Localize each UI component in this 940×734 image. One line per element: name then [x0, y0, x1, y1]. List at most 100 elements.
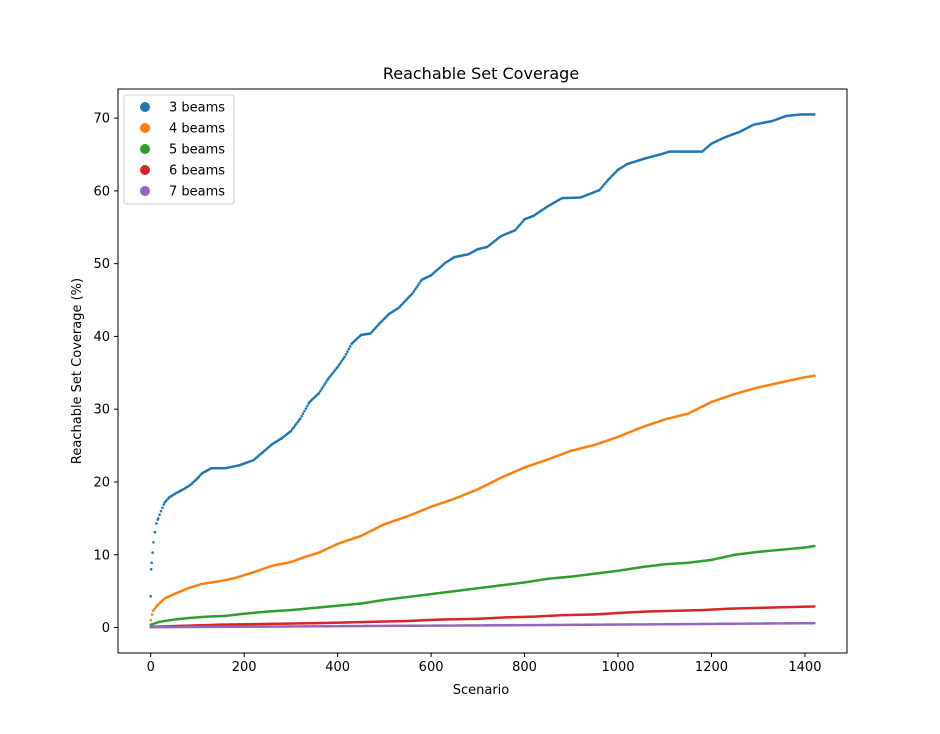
- x-axis-label: Scenario: [453, 683, 510, 698]
- x-tick-label: 1200: [695, 660, 728, 675]
- y-axis-label: Reachable Set Coverage (%): [70, 278, 85, 464]
- data-point: [292, 426, 296, 429]
- data-point: [153, 530, 157, 534]
- data-point: [293, 424, 297, 427]
- legend: 3 beams 4 beams 5 beams 6 beams 7 beams: [123, 94, 235, 205]
- y-tick-label: 30: [93, 403, 110, 418]
- data-point: [411, 292, 414, 295]
- chart-title: Reachable Set Coverage: [383, 64, 579, 83]
- data-point: [289, 429, 293, 433]
- data-point: [336, 365, 339, 369]
- series-6-beams: [149, 605, 816, 629]
- series-3-beams: [149, 113, 816, 598]
- data-point: [333, 368, 337, 372]
- legend-label: 4 beams: [169, 122, 225, 137]
- x-axis: 0 200 400 600 800 1000 1200 1400: [147, 653, 821, 675]
- data-point: [416, 283, 420, 287]
- legend-marker: [140, 165, 150, 175]
- data-point: [812, 605, 816, 608]
- data-point: [156, 517, 160, 520]
- data-point: [150, 613, 154, 616]
- x-tick-label: 200: [232, 660, 257, 675]
- data-point: [329, 373, 333, 377]
- data-point: [332, 370, 336, 373]
- data-point: [151, 609, 155, 613]
- data-point: [304, 407, 308, 410]
- y-tick-label: 40: [93, 330, 110, 345]
- data-point: [812, 113, 816, 116]
- data-point: [149, 594, 153, 598]
- y-tick-label: 10: [93, 548, 110, 563]
- data-point: [150, 561, 153, 565]
- data-point: [324, 380, 328, 384]
- data-point: [320, 387, 324, 391]
- legend-label: 5 beams: [169, 143, 225, 158]
- data-point: [155, 522, 158, 525]
- data-point: [151, 551, 154, 554]
- data-point: [301, 412, 305, 415]
- x-tick-label: 600: [419, 660, 444, 675]
- series-layer: [149, 113, 816, 629]
- legend-marker: [140, 144, 150, 154]
- data-point: [295, 422, 298, 425]
- legend-box: [123, 94, 235, 205]
- data-point: [154, 605, 158, 609]
- data-point: [347, 347, 351, 351]
- data-point: [149, 568, 153, 571]
- data-point: [344, 352, 348, 356]
- data-point: [412, 290, 416, 293]
- data-point: [812, 374, 816, 378]
- data-point: [346, 350, 349, 353]
- x-tick-label: 400: [325, 660, 350, 675]
- series-7-beams: [149, 621, 816, 629]
- data-point: [339, 361, 342, 365]
- data-point: [317, 391, 321, 395]
- data-point: [159, 509, 163, 513]
- data-point: [319, 389, 322, 393]
- legend-marker: [140, 102, 150, 112]
- data-point: [305, 404, 309, 408]
- data-point: [300, 414, 303, 418]
- data-point: [343, 355, 346, 359]
- y-tick-label: 50: [93, 257, 110, 272]
- data-point: [812, 621, 816, 625]
- data-point: [321, 385, 325, 388]
- data-point: [340, 359, 344, 363]
- data-point: [328, 375, 331, 379]
- data-point: [153, 607, 156, 611]
- data-point: [161, 506, 164, 510]
- y-axis: 0 10 20 30 40 50 60 70: [93, 112, 118, 636]
- data-point: [812, 544, 816, 548]
- plot-frame: [117, 88, 848, 654]
- legend-label: 6 beams: [169, 164, 225, 179]
- data-point: [331, 372, 334, 375]
- data-point: [326, 377, 330, 380]
- x-tick-label: 1400: [788, 660, 821, 675]
- data-point: [162, 503, 166, 506]
- x-tick-label: 800: [512, 660, 537, 675]
- data-point: [337, 363, 341, 367]
- series-4-beams: [149, 374, 816, 622]
- data-point: [291, 427, 294, 431]
- data-point: [298, 417, 302, 420]
- legend-label: 7 beams: [169, 185, 225, 200]
- data-point: [323, 383, 326, 386]
- data-point: [341, 357, 345, 361]
- y-tick-label: 0: [102, 621, 110, 636]
- data-point: [152, 541, 155, 544]
- data-point: [149, 618, 153, 622]
- data-point: [158, 513, 161, 517]
- legend-marker: [140, 123, 150, 133]
- y-tick-label: 20: [93, 475, 110, 490]
- data-point: [418, 281, 421, 285]
- data-point: [413, 288, 417, 291]
- data-point: [348, 345, 352, 348]
- y-tick-label: 60: [93, 184, 110, 199]
- data-point: [415, 285, 418, 289]
- series-5-beams: [149, 544, 816, 626]
- data-point: [303, 409, 306, 413]
- data-point: [296, 420, 300, 424]
- legend-label: 3 beams: [169, 101, 225, 116]
- legend-marker: [140, 186, 150, 196]
